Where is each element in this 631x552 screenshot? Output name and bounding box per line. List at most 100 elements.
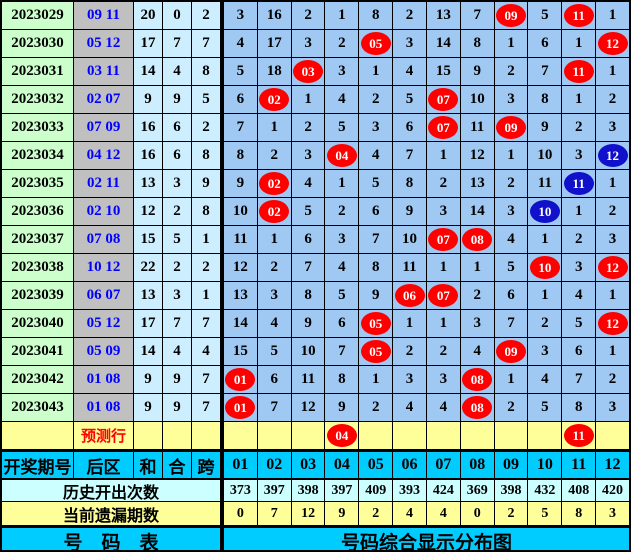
stat-value-cell: 408 [562, 480, 597, 501]
grid-cell: 1 [562, 86, 597, 113]
grid-cell: 09 [494, 338, 529, 365]
drawn-number-marker: 01 [225, 396, 256, 419]
back-numbers-cell: 02 07 [74, 86, 134, 113]
grid-cell: 2 [393, 2, 427, 29]
grid-cell: 2 [359, 86, 394, 113]
distribution-chart-title: 号码综合显示分布图 [224, 528, 629, 550]
grid-cell: 2 [494, 58, 529, 85]
grid-cell: 3 [494, 198, 529, 225]
grid-cell: 9 [393, 198, 427, 225]
drawn-number-marker: 05 [360, 32, 391, 55]
grid-cell: 04 [325, 142, 360, 169]
grid-cell: 02 [257, 198, 292, 225]
grid-cell: 5 [562, 310, 597, 337]
back-numbers-cell: 02 11 [74, 170, 134, 197]
stat-value-cell: 4 [426, 502, 461, 525]
draw-row: 2023036 02 10 12 2 8 10 02 5 2 6 9 3 14 3 10 1 2 [2, 198, 629, 226]
stat-value-cell: 420 [596, 480, 629, 501]
grid-cell: 7 [257, 394, 292, 421]
period-cell: 2023030 [2, 30, 74, 57]
drawn-number-marker: 05 [360, 312, 391, 335]
grid-cell: 1 [596, 2, 629, 29]
grid-cell: 4 [494, 226, 529, 253]
grid-cell: 4 [291, 170, 326, 197]
grid-cell: 3 [596, 226, 629, 253]
grid-cell: 3 [325, 226, 360, 253]
grid-cell: 2 [562, 114, 597, 141]
stat-value-cell: 12 [291, 502, 326, 525]
combo-cell: 9 [163, 86, 192, 113]
drawn-number-marker: 08 [462, 368, 493, 391]
combo-cell: 3 [163, 282, 192, 309]
grid-cell: 8 [528, 86, 563, 113]
grid-cell: 4 [257, 310, 292, 337]
grid-cell: 6 [359, 198, 394, 225]
grid-cell: 4 [393, 58, 427, 85]
grid-cell: 3 [224, 2, 258, 29]
drawn-number-marker: 10 [529, 256, 560, 279]
combo-cell: 5 [163, 226, 192, 253]
draw-row-grid: 12 2 7 4 8 11 1 1 5 10 3 12 [224, 254, 629, 281]
grid-cell: 07 [426, 226, 461, 253]
grid-cell: 6 [291, 226, 326, 253]
grid-cell: 5 [528, 394, 563, 421]
grid-cell: 6 [528, 30, 563, 57]
drawn-number-marker: 07 [428, 284, 459, 307]
back-numbers-cell: 01 08 [74, 394, 134, 421]
period-cell: 开奖期号 [2, 452, 74, 478]
draw-row: 2023029 09 11 20 0 2 3 16 2 1 8 2 13 7 09 5 11 1 [2, 2, 629, 30]
grid-cell: 2 [460, 282, 495, 309]
span-cell: 2 [192, 2, 220, 29]
grid-cell: 02 [257, 170, 292, 197]
draw-row: 2023043 01 08 9 9 7 01 7 12 9 2 4 4 08 2 5 8 3 [2, 394, 629, 422]
drawn-number-marker: 01 [225, 368, 256, 391]
draw-row-grid: 13 3 8 5 9 06 07 2 6 1 4 1 [224, 282, 629, 309]
drawn-number-marker: 02 [259, 88, 290, 111]
column-header: 06 [393, 452, 427, 478]
grid-cell: 5 [528, 2, 563, 29]
grid-cell: 6 [562, 338, 597, 365]
grid-cell: 2 [494, 170, 529, 197]
grid-cell: 7 [224, 114, 258, 141]
grid-cell: 8 [325, 366, 360, 393]
back-numbers-cell: 05 09 [74, 338, 134, 365]
stat-value-cell: 5 [528, 502, 563, 525]
draw-row: 2023035 02 11 13 3 9 9 02 4 1 5 8 2 13 2 11 11 1 [2, 170, 629, 198]
grid-cell: 1 [596, 282, 629, 309]
grid-cell: 02 [257, 86, 292, 113]
grid-cell: 11 [224, 226, 258, 253]
back-numbers-cell: 03 11 [74, 58, 134, 85]
grid-cell: 1 [596, 58, 629, 85]
grid-cell: 13 [426, 2, 461, 29]
grid-cell: 11 [393, 254, 427, 281]
span-cell: 4 [192, 338, 220, 365]
stat-value-cell: 393 [393, 480, 427, 501]
back-numbers-cell: 01 08 [74, 366, 134, 393]
period-cell: 2023040 [2, 310, 74, 337]
draw-row-grid: 4 17 3 2 05 3 14 8 1 6 1 12 [224, 30, 629, 57]
span-cell: 5 [192, 86, 220, 113]
grid-cell: 3 [291, 142, 326, 169]
grid-cell: 04 [325, 422, 360, 449]
back-numbers-cell: 05 12 [74, 30, 134, 57]
grid-cell: 17 [257, 30, 292, 57]
grid-cell: 1 [257, 226, 292, 253]
grid-cell: 3 [393, 30, 427, 57]
grid-cell: 08 [460, 226, 495, 253]
grid-cell: 2 [426, 170, 461, 197]
period-cell: 2023035 [2, 170, 74, 197]
draw-row-left: 2023030 05 12 17 7 7 [2, 30, 224, 57]
grid-cell: 5 [393, 86, 427, 113]
back-numbers-cell: 02 10 [74, 198, 134, 225]
grid-cell [393, 422, 427, 449]
grid-cell: 1 [393, 310, 427, 337]
grid-cell: 8 [291, 282, 326, 309]
alt-drawn-number-marker: 10 [529, 200, 560, 223]
grid-cell [224, 422, 258, 449]
grid-cell: 14 [426, 30, 461, 57]
back-numbers-cell: 05 12 [74, 310, 134, 337]
draw-row-grid: 8 2 3 04 4 7 1 12 1 10 3 12 [224, 142, 629, 169]
drawn-number-marker: 05 [360, 340, 391, 363]
grid-cell: 4 [325, 86, 360, 113]
grid-cell: 1 [291, 86, 326, 113]
